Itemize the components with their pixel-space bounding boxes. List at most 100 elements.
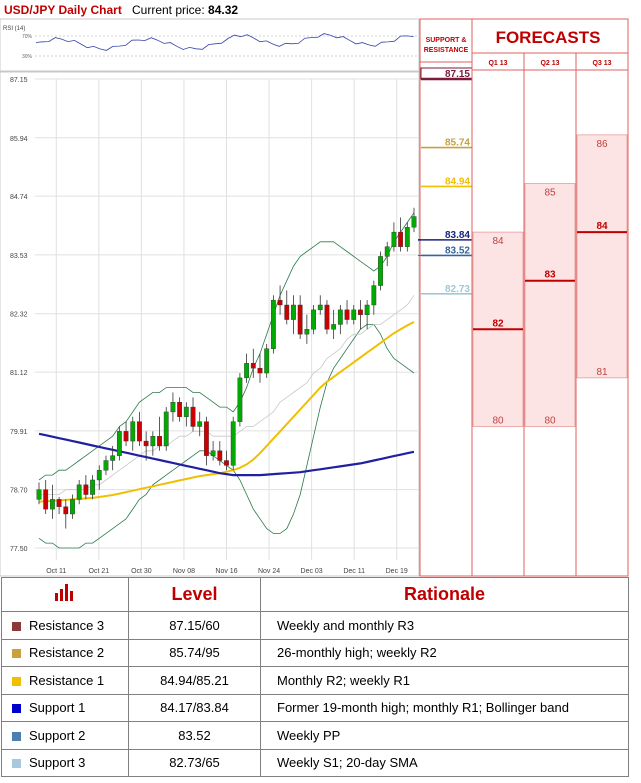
- candle-body: [76, 484, 82, 500]
- level-name-cell: Resistance 2: [1, 638, 129, 667]
- sr-level-label: 82.73: [445, 284, 470, 295]
- rationale-header: Rationale: [260, 577, 629, 612]
- sr-level-label: 83.84: [445, 230, 470, 241]
- candle-body: [371, 285, 377, 306]
- level-value-cell: 84.17/83.84: [128, 693, 261, 722]
- candle-body: [157, 436, 162, 447]
- forecast-low-label: 81: [596, 367, 608, 378]
- x-tick-label: Nov 16: [215, 568, 237, 575]
- bar-chart-icon: [55, 584, 73, 601]
- level-name: Resistance 2: [29, 645, 105, 661]
- level-header: Level: [128, 577, 261, 612]
- candlesticks: [36, 207, 417, 529]
- sr-level-label: 85.74: [445, 138, 470, 149]
- level-name: Resistance 3: [29, 617, 105, 633]
- candle-body: [190, 406, 196, 427]
- y-tick-label: 78.70: [10, 488, 28, 495]
- color-swatch: [12, 759, 21, 769]
- candle-body: [123, 431, 129, 442]
- candle-body: [56, 499, 62, 507]
- rationale-cell: Monthly R2; weekly R1: [260, 666, 629, 695]
- candle-body: [344, 309, 350, 320]
- color-swatch: [12, 704, 21, 714]
- candle-body: [43, 489, 49, 510]
- table-row: Support 1 84.17/83.84 Former 19-month high…: [1, 693, 629, 722]
- rationale-cell: 26-monthly high; weekly R2: [260, 638, 629, 667]
- candle-body: [291, 304, 296, 320]
- candle-body: [351, 309, 357, 320]
- forecast-high-label: 84: [492, 236, 504, 247]
- candle-body: [257, 367, 263, 374]
- candle-body: [391, 231, 397, 247]
- rsi-label: RSI (14): [3, 26, 25, 32]
- chart-icon-cell: [1, 577, 129, 612]
- candle-body: [411, 216, 417, 228]
- table-header-row: Level Rationale: [1, 577, 629, 612]
- table-row: Resistance 3 87.15/60 Weekly and monthly R…: [1, 611, 629, 640]
- candle-body: [404, 227, 410, 247]
- candle-body: [297, 304, 303, 335]
- price-value: 84.32: [208, 3, 239, 17]
- rsi-tick: 70%: [22, 34, 33, 40]
- y-tick-label: 79.91: [10, 429, 28, 436]
- table-row: Support 3 82.73/65 Weekly S1; 20-day SMA: [1, 748, 629, 777]
- x-tick-label: Oct 30: [131, 568, 152, 575]
- level-name-cell: Resistance 3: [1, 611, 129, 640]
- level-value-cell: 84.94/85.21: [128, 666, 261, 695]
- rsi-line: [35, 33, 414, 51]
- levels-table: Level Rationale Resistance 3 87.15/60 Week…: [1, 577, 629, 777]
- candle-body: [177, 401, 183, 417]
- candle-body: [197, 421, 203, 427]
- rationale-cell: Weekly PP: [260, 721, 629, 750]
- candle-body: [364, 304, 370, 315]
- forecast-title: FORECASTS: [496, 28, 601, 47]
- level-name-cell: Resistance 1: [1, 666, 129, 695]
- x-tick-label: Nov 24: [258, 568, 280, 575]
- color-swatch: [12, 649, 21, 659]
- forecast-col-label: Q3 13: [592, 60, 611, 67]
- level-name: Support 3: [29, 755, 86, 771]
- candle-body: [163, 411, 169, 447]
- level-value-cell: 85.74/95: [128, 638, 261, 667]
- y-tick-label: 77.50: [10, 546, 28, 553]
- level-name-cell: Support 3: [1, 748, 129, 777]
- candle-body: [331, 324, 337, 330]
- candle-body: [137, 421, 142, 442]
- candle-body: [90, 479, 95, 495]
- indicator-lines: [38, 212, 415, 549]
- price-frame: [0, 71, 420, 577]
- forecast-range-box: [524, 183, 576, 427]
- level-name: Support 2: [29, 727, 86, 743]
- candle-body: [116, 431, 122, 456]
- rationale-cell: Weekly and monthly R3: [260, 611, 629, 640]
- candle-body: [398, 231, 404, 247]
- forecast-mid-label: 82: [492, 318, 504, 329]
- candle-body: [130, 421, 136, 442]
- level-name-cell: Support 2: [1, 721, 129, 750]
- candle-body: [143, 440, 149, 447]
- sma200-line: [38, 432, 415, 477]
- x-tick-label: Dec 03: [301, 568, 323, 575]
- candle-body: [183, 406, 189, 417]
- level-name: Resistance 1: [29, 672, 105, 688]
- color-swatch: [12, 676, 21, 686]
- candle-body: [244, 363, 249, 379]
- candle-body: [210, 450, 216, 456]
- candle-body: [36, 489, 42, 500]
- y-tick-label: 82.32: [10, 312, 28, 319]
- forecast-col-label: Q1 13: [488, 60, 507, 67]
- candle-body: [378, 256, 383, 286]
- candle-body: [270, 299, 276, 349]
- chart-title: USD/JPY Daily Chart: [4, 3, 122, 17]
- level-name-cell: Support 1: [1, 693, 129, 722]
- sr-header: RESISTANCE: [424, 47, 469, 54]
- candle-body: [96, 470, 102, 481]
- color-swatch: [12, 621, 21, 631]
- y-tick-label: 84.74: [10, 194, 28, 201]
- candle-body: [150, 436, 156, 447]
- candle-body: [304, 329, 310, 335]
- x-tick-label: Nov 08: [173, 568, 195, 575]
- level-value-cell: 83.52: [128, 721, 261, 750]
- x-tick-label: Dec 19: [386, 568, 408, 575]
- candle-body: [170, 401, 176, 413]
